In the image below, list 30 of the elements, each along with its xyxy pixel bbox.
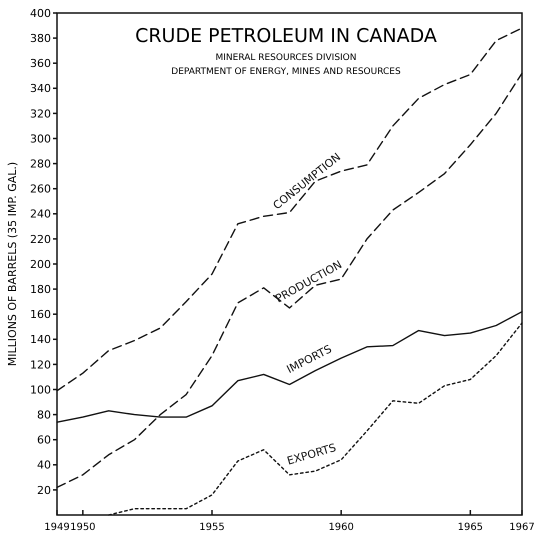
y-tick-label: 60 (37, 434, 51, 447)
y-tick-label: 300 (30, 132, 51, 146)
text: MINERAL RESOURCES DIVISION (215, 53, 357, 63)
y-tick-label: 100 (30, 383, 51, 396)
y-tick-label: 380 (30, 32, 51, 45)
y-tick-label: 280 (30, 157, 51, 170)
y-tick-label: 320 (30, 107, 51, 120)
x-tick-label: 1965 (458, 522, 484, 533)
x-tick-label: 1955 (199, 522, 225, 533)
y-tick-label: 400 (30, 6, 51, 20)
x-tick-label: 1960 (328, 522, 354, 533)
y-tick-label: 40 (37, 458, 51, 472)
y-tick-label: 260 (30, 182, 51, 196)
y-axis-title: MILLIONS OF BARRELS (35 IMP. GAL.) (6, 162, 19, 366)
y-tick-label: 360 (30, 57, 51, 70)
y-tick-label: 140 (30, 333, 51, 346)
x-tick-label: 1950 (70, 522, 96, 533)
y-tick-label: 80 (37, 408, 51, 422)
y-tick-label: 220 (30, 232, 51, 246)
y-tick-label: 340 (30, 82, 51, 96)
y-tick-label: 20 (37, 484, 51, 497)
y-tick-label: 120 (30, 358, 51, 372)
y-tick-label: 200 (30, 258, 51, 271)
y-tick-label: 160 (30, 308, 51, 322)
x-tick-label: 1967 (509, 522, 535, 533)
y-tick-label: 180 (30, 282, 51, 296)
text: CRUDE PETROLEUM IN CANADA (135, 25, 437, 47)
y-tick-label: 240 (30, 208, 51, 221)
x-tick-label: 1949 (44, 522, 70, 533)
annotation: DEPARTMENT OF ENERGY, MINES AND RESOURCES (171, 67, 401, 77)
